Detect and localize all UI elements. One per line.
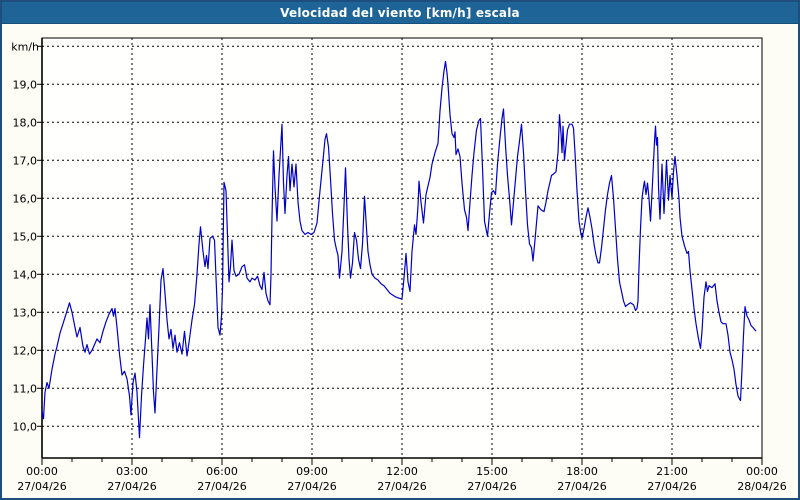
y-tick-label: 19,0 xyxy=(13,78,38,91)
x-tick-time-label: 21:00 xyxy=(656,465,688,478)
wind-speed-line xyxy=(41,60,757,439)
y-axis-unit-label: km/h xyxy=(11,40,39,53)
x-tick-time-label: 18:00 xyxy=(566,465,598,478)
x-tick-date-label: 27/04/26 xyxy=(17,480,66,493)
y-tick-label: 12,0 xyxy=(13,344,38,357)
y-tick-label: 16,0 xyxy=(13,192,38,205)
y-tick-label: 18,0 xyxy=(13,116,38,129)
x-tick-date-label: 28/04/26 xyxy=(737,480,786,493)
x-tick-time-label: 03:00 xyxy=(116,465,148,478)
y-tick-label: 17,0 xyxy=(13,154,38,167)
x-tick-date-label: 27/04/26 xyxy=(287,480,336,493)
x-tick-date-label: 27/04/26 xyxy=(647,480,696,493)
y-tick-label: 10,0 xyxy=(13,420,38,433)
x-tick-time-label: 06:00 xyxy=(206,465,238,478)
x-tick-date-label: 27/04/26 xyxy=(197,480,246,493)
x-tick-date-label: 27/04/26 xyxy=(467,480,516,493)
x-tick-time-label: 15:00 xyxy=(476,465,508,478)
x-tick-date-label: 27/04/26 xyxy=(377,480,426,493)
y-tick-label: 14,0 xyxy=(13,268,38,281)
x-tick-time-label: 00:00 xyxy=(746,465,778,478)
y-tick-label: 13,0 xyxy=(13,306,38,319)
x-tick-time-label: 09:00 xyxy=(296,465,328,478)
y-tick-label: 11,0 xyxy=(13,382,38,395)
title-bar: Velocidad del viento [km/h] escala xyxy=(2,2,798,24)
x-tick-time-label: 12:00 xyxy=(386,465,418,478)
x-tick-date-label: 27/04/26 xyxy=(557,480,606,493)
y-tick-label: 15,0 xyxy=(13,230,38,243)
x-tick-date-label: 27/04/26 xyxy=(107,480,156,493)
x-tick-time-label: 00:00 xyxy=(26,465,58,478)
chart-title: Velocidad del viento [km/h] escala xyxy=(280,5,520,20)
